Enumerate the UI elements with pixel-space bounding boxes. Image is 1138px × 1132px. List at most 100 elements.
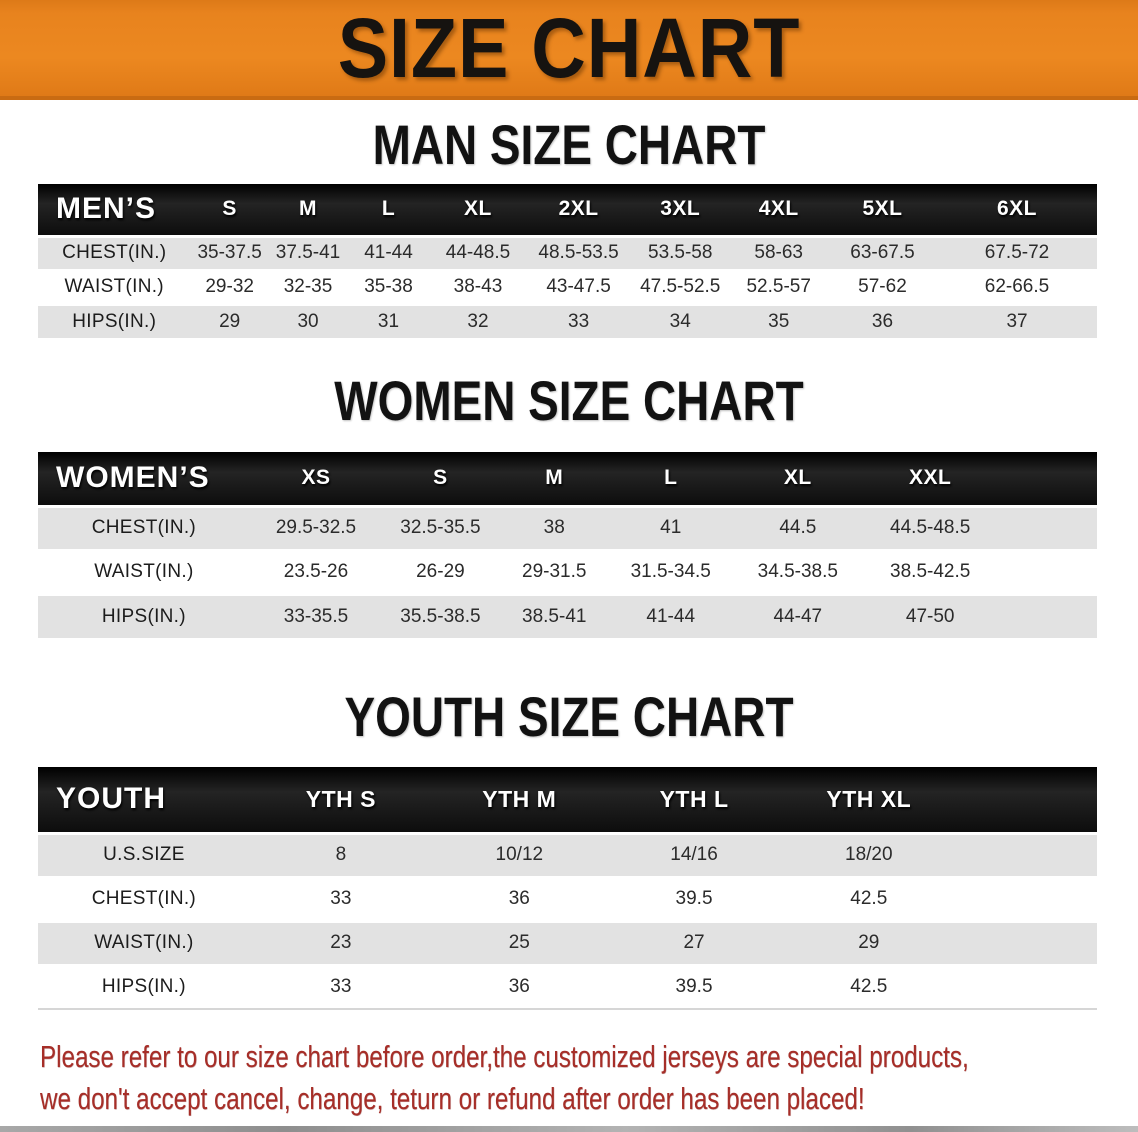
disclaimer: Please refer to our size chart before or… [40,1036,1138,1120]
value-cell: 35-38 [347,268,430,304]
men-size-4xl: 4XL [729,184,828,236]
men-size-6xl: 6XL [937,184,1097,236]
value-cell: 32-35 [268,268,348,304]
value-cell: 42.5 [781,875,957,921]
value-cell: 36 [827,302,938,338]
value-cell: 58-63 [729,234,828,270]
youth-size-table: YOUTH YTH S YTH M YTH L YTH XL U.S.SIZE … [38,767,1097,1010]
value-cell: 34.5-38.5 [731,548,864,594]
value-cell: 18/20 [781,831,957,877]
value-cell: 8 [249,831,432,877]
women-size-s: S [382,452,499,506]
value-cell: 31.5-34.5 [609,548,732,594]
value-cell: 57-62 [827,268,938,304]
women-hips-row: HIPS(IN.) 33-35.5 35.5-38.5 38.5-41 41-4… [38,592,1097,638]
youth-chest-row: CHEST(IN.) 33 36 39.5 42.5 [38,875,1097,921]
value-cell: 41-44 [609,592,732,638]
value-cell: 52.5-57 [729,268,828,304]
men-size-2xl: 2XL [526,184,631,236]
value-cell: 25 [431,919,607,965]
value-cell: 23.5-26 [249,548,383,594]
women-row-label-hips: HIPS(IN.) [38,592,250,638]
value-cell: 33 [249,875,432,921]
men-row-label-waist: WAIST(IN.) [38,268,191,304]
value-cell: 34 [630,302,730,338]
value-cell: 63-67.5 [827,234,938,270]
women-size-xl: XL [731,452,864,506]
spacer-cell [956,963,1097,1009]
value-cell: 44.5 [731,504,864,550]
disclaimer-line-2: we don't accept cancel, change, teturn o… [40,1081,865,1116]
value-cell: 33 [526,302,631,338]
women-row-label-waist: WAIST(IN.) [38,548,250,594]
value-cell: 29-31.5 [498,548,610,594]
youth-row-label-waist: WAIST(IN.) [38,919,250,965]
value-cell: 41-44 [347,234,430,270]
spacer-cell [996,504,1097,550]
value-cell: 31 [347,302,430,338]
youth-size-yth-m: YTH M [431,767,607,833]
value-cell: 35 [729,302,828,338]
men-size-xl: XL [429,184,527,236]
value-cell: 29 [190,302,269,338]
value-cell: 30 [268,302,348,338]
women-corner-label: WOMEN’S [38,452,250,506]
women-waist-row: WAIST(IN.) 23.5-26 26-29 29-31.5 31.5-34… [38,548,1097,594]
women-section-heading: WOMEN SIZE CHART [334,369,804,432]
men-row-label-hips: HIPS(IN.) [38,302,191,338]
value-cell: 38 [498,504,610,550]
value-cell: 38.5-41 [498,592,610,638]
value-cell: 44.5-48.5 [864,504,997,550]
value-cell: 47-50 [864,592,997,638]
women-header-row: WOMEN’S XS S M L XL XXL [38,452,1097,506]
value-cell: 67.5-72 [937,234,1097,270]
men-size-s: S [190,184,269,236]
spacer-cell [956,875,1097,921]
men-section: MAN SIZE CHART MEN’S S M L XL 2XL 3XL 4X… [0,117,1138,338]
spacer-cell [996,592,1097,638]
value-cell: 43-47.5 [526,268,631,304]
value-cell: 23 [249,919,432,965]
men-size-5xl: 5XL [827,184,938,236]
disclaimer-line-1: Please refer to our size chart before or… [40,1039,969,1074]
youth-header-row: YOUTH YTH S YTH M YTH L YTH XL [38,767,1097,833]
men-header-row: MEN’S S M L XL 2XL 3XL 4XL 5XL 6XL [38,184,1097,236]
value-cell: 10/12 [431,831,607,877]
value-cell: 44-48.5 [429,234,527,270]
youth-row-label-us-size: U.S.SIZE [38,831,250,877]
value-cell: 29 [781,919,957,965]
spacer-cell [996,548,1097,594]
women-chest-row: CHEST(IN.) 29.5-32.5 32.5-35.5 38 41 44.… [38,504,1097,550]
value-cell: 37.5-41 [268,234,348,270]
women-size-xxl: XXL [864,452,997,506]
value-cell: 33 [249,963,432,1009]
value-cell: 36 [431,963,607,1009]
women-size-m: M [498,452,610,506]
value-cell: 35-37.5 [190,234,269,270]
youth-us-size-row: U.S.SIZE 8 10/12 14/16 18/20 [38,831,1097,877]
youth-hips-row: HIPS(IN.) 33 36 39.5 42.5 [38,963,1097,1009]
men-size-3xl: 3XL [630,184,730,236]
youth-size-yth-l: YTH L [606,767,782,833]
bottom-edge-strip [0,1126,1138,1132]
spacer-cell [956,831,1097,877]
value-cell: 44-47 [731,592,864,638]
youth-row-label-chest: CHEST(IN.) [38,875,250,921]
men-size-l: L [347,184,430,236]
youth-corner-label: YOUTH [38,767,250,833]
banner: SIZE CHART [0,0,1138,100]
women-size-table: WOMEN’S XS S M L XL XXL CHEST(IN.) 29.5-… [38,452,1097,638]
value-cell: 29-32 [190,268,269,304]
value-cell: 37 [937,302,1097,338]
value-cell: 35.5-38.5 [382,592,499,638]
spacer-cell [956,919,1097,965]
value-cell: 41 [609,504,732,550]
value-cell: 32 [429,302,527,338]
value-cell: 53.5-58 [630,234,730,270]
youth-waist-row: WAIST(IN.) 23 25 27 29 [38,919,1097,965]
women-size-xs: XS [249,452,383,506]
value-cell: 38-43 [429,268,527,304]
men-row-label-chest: CHEST(IN.) [38,234,191,270]
men-chest-row: CHEST(IN.) 35-37.5 37.5-41 41-44 44-48.5… [38,234,1097,270]
